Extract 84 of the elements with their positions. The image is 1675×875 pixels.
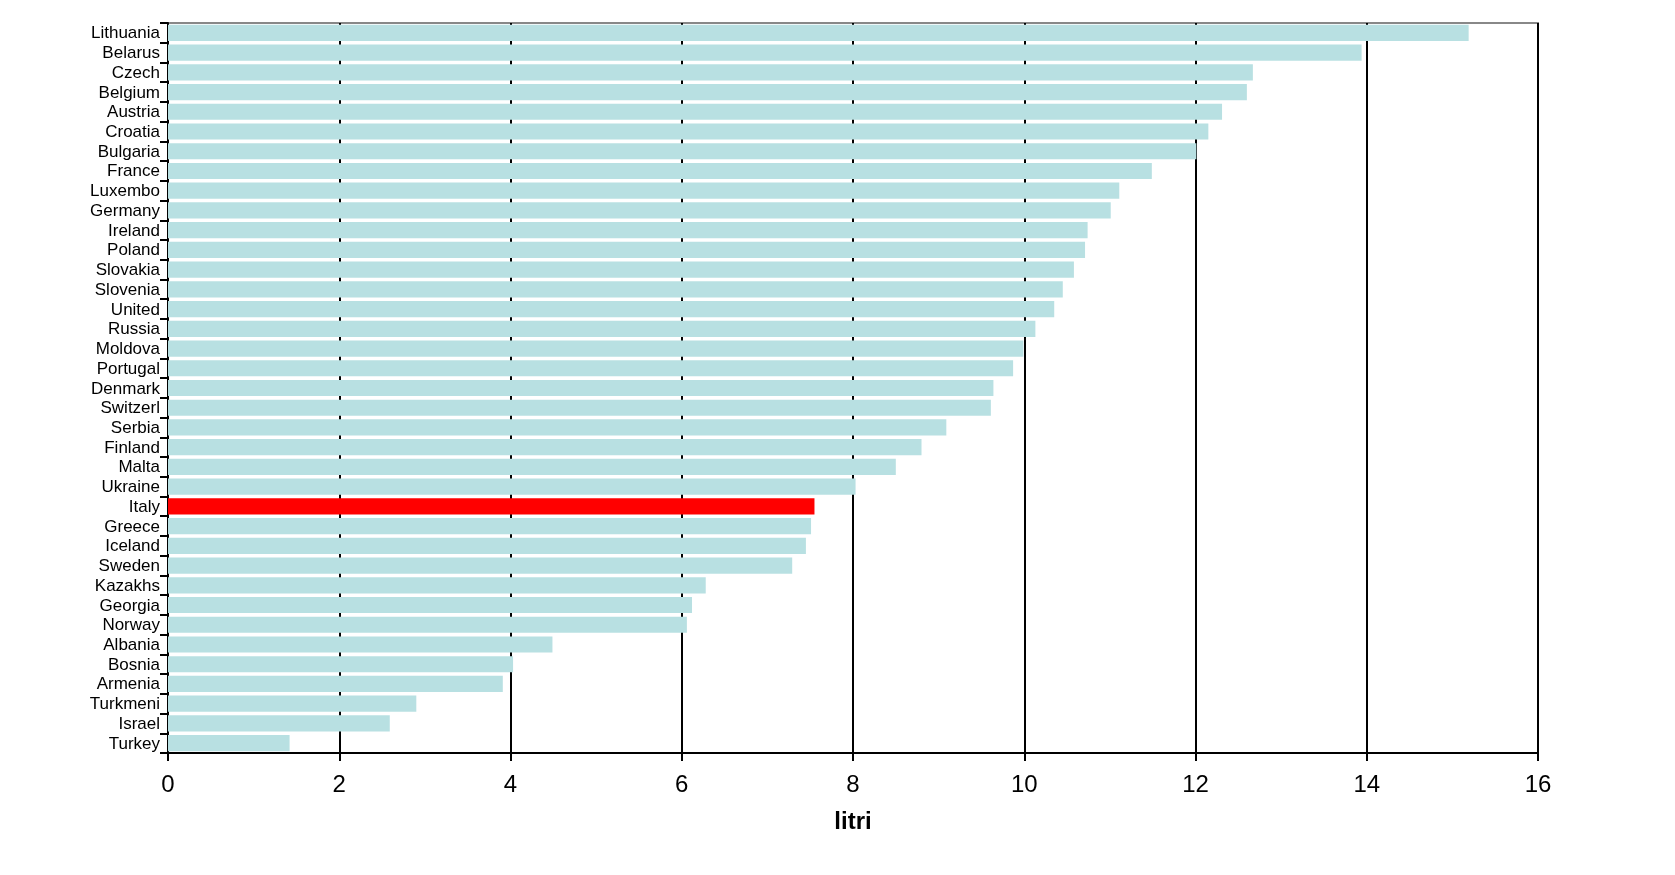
- y-tick-label: Finland: [104, 437, 160, 457]
- bar: [168, 478, 856, 495]
- y-tick-label: Slovenia: [94, 279, 161, 299]
- bar: [168, 24, 1469, 41]
- y-tick-label: Bulgaria: [97, 141, 161, 161]
- y-tick-label: Moldova: [95, 339, 161, 359]
- bar: [168, 300, 1055, 318]
- x-tick-label: 10: [1010, 769, 1038, 797]
- y-tick-label: Albania: [103, 634, 161, 654]
- y-tick-label: Czech: [111, 62, 160, 82]
- bar: [168, 518, 812, 535]
- y-tick-label: Serbia: [110, 417, 161, 437]
- y-tick-label: Croatia: [105, 122, 161, 142]
- bar: [168, 439, 922, 456]
- bar: [168, 182, 1120, 199]
- y-tick-label: Sweden: [98, 556, 160, 576]
- bar: [168, 241, 1086, 258]
- bar: [168, 498, 815, 515]
- bar: [168, 636, 553, 653]
- bar: [168, 577, 706, 594]
- bar: [168, 162, 1152, 180]
- y-tick-label: Kazakhs: [94, 575, 160, 595]
- y-tick-label: France: [107, 161, 160, 181]
- y-tick-label: Turkey: [108, 733, 161, 753]
- bar: [168, 596, 693, 614]
- y-tick-label: Germany: [90, 200, 161, 220]
- bar: [168, 379, 994, 397]
- bar: [168, 419, 947, 436]
- bar: [168, 735, 290, 752]
- y-tick-label: Slovakia: [95, 260, 161, 280]
- y-tick-label: Luxembo: [90, 181, 160, 201]
- y-tick-label: Russia: [108, 319, 161, 339]
- y-tick-label: Poland: [107, 240, 160, 260]
- bar: [168, 44, 1362, 61]
- y-tick-label: Belgium: [98, 82, 160, 102]
- bar: [168, 656, 514, 673]
- bar: [168, 537, 806, 554]
- bar: [168, 222, 1088, 239]
- bar: [168, 715, 390, 732]
- y-tick-label: Lithuania: [90, 23, 161, 43]
- x-tick-label: 16: [1524, 769, 1552, 797]
- y-tick-label: Bosnia: [108, 654, 161, 674]
- bar: [168, 340, 1024, 357]
- bar: [168, 143, 1197, 160]
- x-tick-label: 6: [675, 769, 689, 797]
- x-tick-label: 2: [332, 769, 346, 797]
- bar: [168, 458, 896, 476]
- bar: [168, 557, 793, 574]
- y-tick-label: Armenia: [96, 674, 161, 694]
- y-tick-label: Portugal: [96, 358, 160, 378]
- bar: [168, 261, 1074, 278]
- y-tick-label: Ukraine: [101, 477, 160, 497]
- y-tick-label: United: [110, 299, 160, 319]
- bar: [168, 281, 1063, 298]
- x-tick-label: 8: [846, 769, 860, 797]
- bar: [168, 360, 1014, 377]
- bar: [168, 695, 417, 712]
- y-tick-label: Greece: [104, 516, 160, 536]
- y-tick-label: Turkmeni: [89, 694, 160, 714]
- y-tick-label: Denmark: [91, 378, 161, 398]
- x-tick-label: 12: [1182, 769, 1209, 797]
- bar: [168, 83, 1247, 101]
- y-tick-label: Israel: [118, 713, 160, 733]
- bar: [168, 616, 687, 633]
- bar: [168, 202, 1111, 219]
- bar: [168, 64, 1253, 81]
- x-tick-label: 14: [1353, 769, 1381, 797]
- bar: [168, 675, 503, 693]
- x-tick-label: 4: [503, 769, 518, 797]
- y-tick-label: Italy: [128, 496, 161, 516]
- y-tick-label: Austria: [107, 102, 161, 122]
- x-axis-title: litri: [834, 806, 872, 834]
- y-tick-label: Malta: [118, 457, 161, 477]
- bar: [168, 320, 1036, 337]
- y-tick-label: Ireland: [108, 220, 160, 240]
- y-tick-label: Switzerl: [100, 398, 160, 418]
- bar: [168, 103, 1223, 120]
- x-tick-label: 0: [161, 769, 175, 797]
- y-tick-label: Georgia: [99, 595, 161, 615]
- y-tick-label: Iceland: [105, 536, 160, 556]
- y-tick-label: Norway: [102, 615, 161, 635]
- bar: [168, 399, 991, 416]
- bar: [168, 123, 1209, 140]
- y-tick-label: Belarus: [102, 43, 160, 63]
